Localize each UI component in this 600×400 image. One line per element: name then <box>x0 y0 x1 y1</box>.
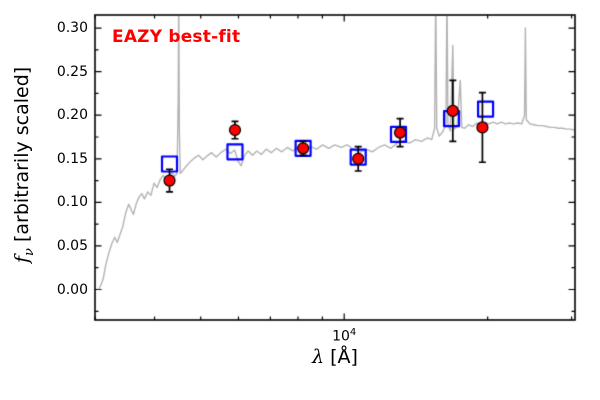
y-tick-label: 0.10 <box>56 194 88 211</box>
x-axis-unit: [Å] <box>324 346 358 368</box>
y-tick-label: 0.20 <box>56 107 88 124</box>
x-axis-label: λ [Å] <box>95 346 575 368</box>
x-tick-label: 104 <box>332 327 357 345</box>
y-tick-label: 0.15 <box>56 150 88 167</box>
y-tick-label: 0.05 <box>56 237 88 254</box>
y-axis-symbol-f: f <box>11 255 34 263</box>
annotation-eazy-best-fit: EAZY best-fit <box>112 27 241 47</box>
x-axis-symbol-lambda: λ <box>312 346 325 368</box>
y-tick-label: 0.00 <box>56 281 88 298</box>
y-tick-label: 0.30 <box>56 20 88 37</box>
y-tick-label: 0.25 <box>56 63 88 80</box>
